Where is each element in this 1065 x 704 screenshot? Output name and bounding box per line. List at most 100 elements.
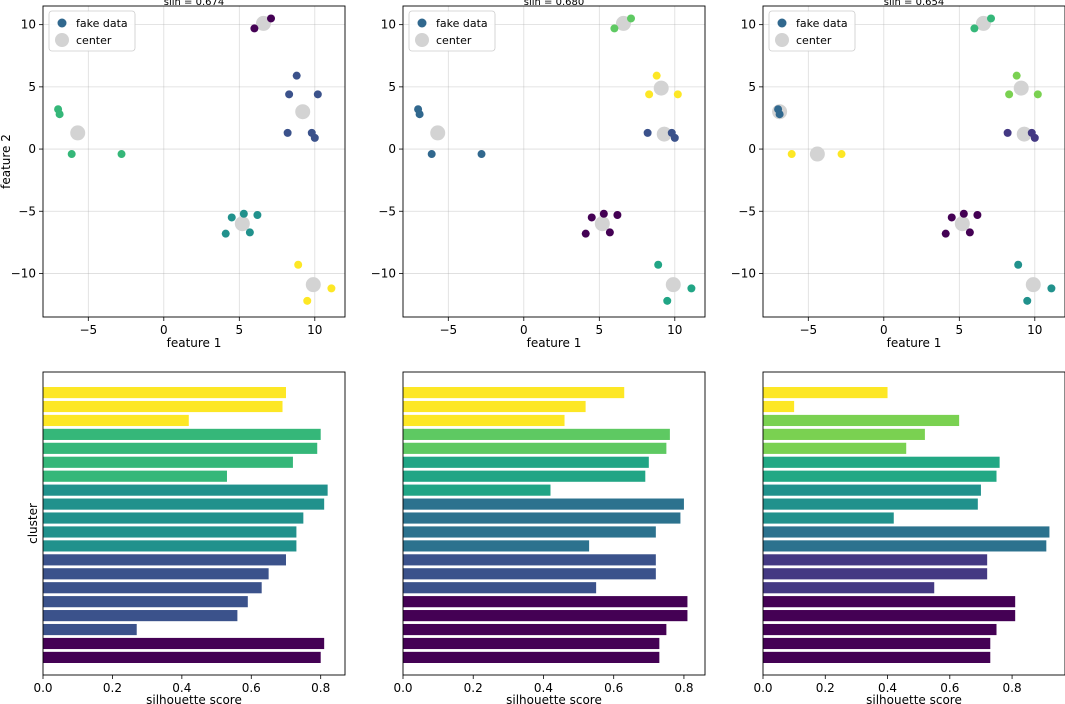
data-point xyxy=(605,228,614,237)
chart-title: silh = 0.674 xyxy=(164,0,224,8)
cluster-center-point xyxy=(305,277,321,293)
x-tick-label: 0.2 xyxy=(103,681,122,695)
legend-marker-center xyxy=(415,33,429,47)
silhouette-bar xyxy=(403,582,597,594)
x-tick-label: 0.6 xyxy=(242,681,261,695)
x-tick-label: 5 xyxy=(595,323,603,337)
silhouette-bar xyxy=(763,554,988,566)
data-point xyxy=(310,133,319,142)
legend-box xyxy=(408,10,496,52)
data-point xyxy=(117,150,126,159)
y-tick-label: −5 xyxy=(738,204,756,218)
x-axis-label: silhouette score xyxy=(506,693,602,704)
silhouette-bar xyxy=(403,610,688,622)
data-point xyxy=(267,14,276,23)
data-point xyxy=(253,210,262,219)
legend-label: center xyxy=(436,34,472,47)
silhouette-bar xyxy=(763,540,1047,552)
axes-frame xyxy=(402,5,706,318)
x-axis-label: feature 1 xyxy=(167,336,222,350)
silhouette-bar xyxy=(403,637,660,650)
silhouette-bar xyxy=(43,387,286,399)
data-point xyxy=(283,128,292,137)
silhouette-bar xyxy=(43,414,189,427)
axes-frame xyxy=(42,371,346,676)
data-point xyxy=(587,213,596,222)
cluster-center-point xyxy=(809,146,825,162)
data-point xyxy=(987,14,996,23)
y-tick-label: 0 xyxy=(28,142,36,156)
silhouette-bar xyxy=(763,456,1000,468)
data-point xyxy=(1005,90,1014,99)
x-tick-label: 5 xyxy=(235,323,243,337)
y-tick-label: 10 xyxy=(381,18,396,32)
data-point xyxy=(1003,128,1012,137)
silhouette-bar xyxy=(403,512,681,524)
x-tick-label: −5 xyxy=(799,323,817,337)
data-point xyxy=(313,90,322,99)
silhouette-bar xyxy=(43,540,297,552)
silhouette-bar xyxy=(403,400,586,413)
y-tick-label: −10 xyxy=(731,266,756,280)
cluster-center-point xyxy=(594,216,610,232)
silhouette-bar xyxy=(43,554,286,566)
y-tick-label: −5 xyxy=(378,204,396,218)
axes-frame xyxy=(762,371,1065,676)
y-tick-label: −10 xyxy=(11,266,36,280)
data-point xyxy=(687,284,696,293)
legend-marker-fake-data xyxy=(777,18,787,28)
data-point xyxy=(947,213,956,222)
x-tick-label: 10 xyxy=(667,323,682,337)
data-point xyxy=(652,71,661,80)
silhouette-bar xyxy=(763,512,894,524)
silhouette-bar xyxy=(403,456,649,468)
axes-frame xyxy=(402,371,706,676)
legend-label: fake data xyxy=(796,17,848,30)
data-point xyxy=(610,24,619,33)
silhouette-bar xyxy=(403,470,646,482)
silhouette-bar xyxy=(403,651,660,663)
silhouette-bar xyxy=(403,596,688,608)
axes-frame xyxy=(762,5,1065,318)
y-axis-label: feature 2 xyxy=(0,134,13,189)
y-tick-label: 10 xyxy=(741,18,756,32)
data-point xyxy=(673,90,682,99)
cluster-center-point xyxy=(1016,126,1032,142)
data-point xyxy=(581,229,590,238)
data-point xyxy=(303,296,312,305)
silhouette-bar xyxy=(43,470,227,482)
x-tick-label: 0.8 xyxy=(311,681,330,695)
silhouette-bar xyxy=(43,596,248,608)
legend-label: center xyxy=(796,34,832,47)
data-point xyxy=(965,228,974,237)
x-tick-label: 0.8 xyxy=(674,681,693,695)
legend-label: fake data xyxy=(436,17,488,30)
cluster-center-point xyxy=(234,216,250,232)
data-point xyxy=(599,209,608,218)
data-point xyxy=(327,284,336,293)
silhouette-bar xyxy=(43,484,328,496)
silhouette-bar xyxy=(43,651,321,663)
y-tick-label: 5 xyxy=(388,80,396,94)
silhouette-bar xyxy=(43,582,262,594)
chart-title: silh = 0.680 xyxy=(524,0,584,8)
data-point xyxy=(1030,133,1039,142)
cluster-center-point xyxy=(954,216,970,232)
data-point xyxy=(613,210,622,219)
x-tick-label: 0 xyxy=(160,323,168,337)
data-point xyxy=(787,150,796,159)
silhouette-bar xyxy=(763,442,907,454)
silhouette-bar xyxy=(403,526,656,538)
data-point xyxy=(970,24,979,33)
x-tick-label: 0.0 xyxy=(393,681,412,695)
cluster-center-point xyxy=(70,125,86,141)
data-point xyxy=(1047,284,1056,293)
silhouette-bar xyxy=(763,596,1016,608)
data-point xyxy=(654,260,663,269)
x-tick-label: 0.2 xyxy=(464,681,483,695)
data-point xyxy=(941,229,950,238)
legend-label: fake data xyxy=(76,17,128,30)
cluster-center-point xyxy=(665,277,681,293)
x-axis-label: silhouette score xyxy=(146,693,242,704)
silhouette-bar xyxy=(43,526,297,538)
